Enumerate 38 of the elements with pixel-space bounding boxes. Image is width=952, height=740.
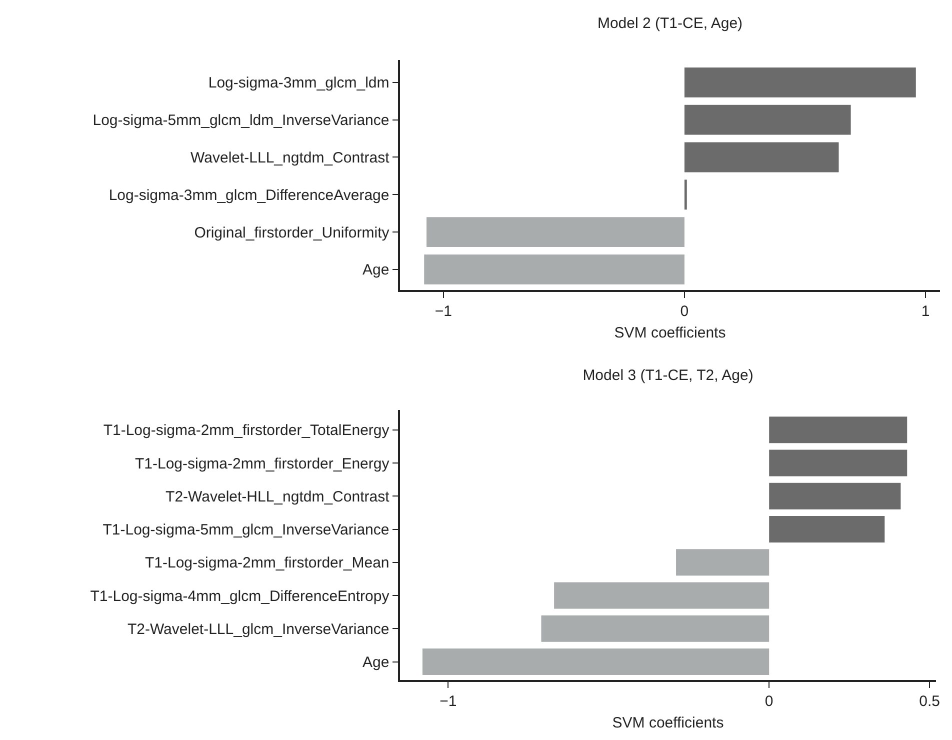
bar (684, 104, 851, 135)
bar (426, 217, 684, 247)
y-tick-label: T1-Log-sigma-2mm_firstorder_Energy (134, 455, 390, 472)
bar (541, 615, 770, 642)
y-tick-label: T2-Wavelet-LLL_glcm_InverseVariance (127, 620, 390, 638)
y-tick-label: Age (362, 262, 390, 279)
x-tick-label: −1 (434, 302, 452, 320)
x-axis-title: SVM coefficients (612, 714, 724, 732)
y-tick-label: T1-Log-sigma-2mm_firstorder_Mean (145, 554, 390, 572)
x-tick-label: −1 (440, 692, 457, 710)
y-tick-label: Log-sigma-5mm_glcm_ldm_InverseVariance (92, 112, 390, 130)
y-tick-label: T1-Log-sigma-2mm_firstorder_TotalEnergy (103, 422, 390, 440)
x-tick-label: 1 (921, 302, 930, 320)
bar (554, 582, 770, 609)
y-tick-label: Log-sigma-3mm_glcm_ldm (208, 74, 390, 92)
x-axis-title: SVM coefficients (614, 324, 726, 342)
bar (769, 516, 885, 543)
y-tick-label: Age (362, 654, 390, 672)
bar (422, 648, 770, 676)
y-tick-label: Wavelet-LLL_ngtdm_Contrast (190, 149, 390, 166)
chart-title: Model 3 (T1-CE, T2, Age) (582, 367, 754, 384)
x-tick-label: 0 (764, 692, 774, 710)
bar (676, 549, 770, 576)
bar (769, 416, 908, 444)
x-tick-label: 0 (680, 302, 689, 320)
bar (769, 450, 908, 476)
bar (684, 67, 916, 98)
y-tick-label: T1-Log-sigma-4mm_glcm_DifferenceEntropy (90, 588, 390, 605)
y-tick-label: Log-sigma-3mm_glcm_DifferenceAverage (108, 186, 390, 204)
bar (769, 482, 901, 510)
x-tick-label: 0.5 (919, 692, 940, 710)
y-tick-label: Original_firstorder_Uniformity (194, 224, 390, 242)
bar (684, 142, 839, 172)
y-tick-label: T2-Wavelet-HLL_ngtdm_Contrast (166, 488, 390, 506)
bar (684, 180, 687, 210)
chart-title: Model 2 (T1-CE, Age) (597, 15, 743, 32)
bar (424, 254, 684, 284)
y-tick-label: T1-Log-sigma-5mm_glcm_InverseVariance (102, 522, 390, 539)
